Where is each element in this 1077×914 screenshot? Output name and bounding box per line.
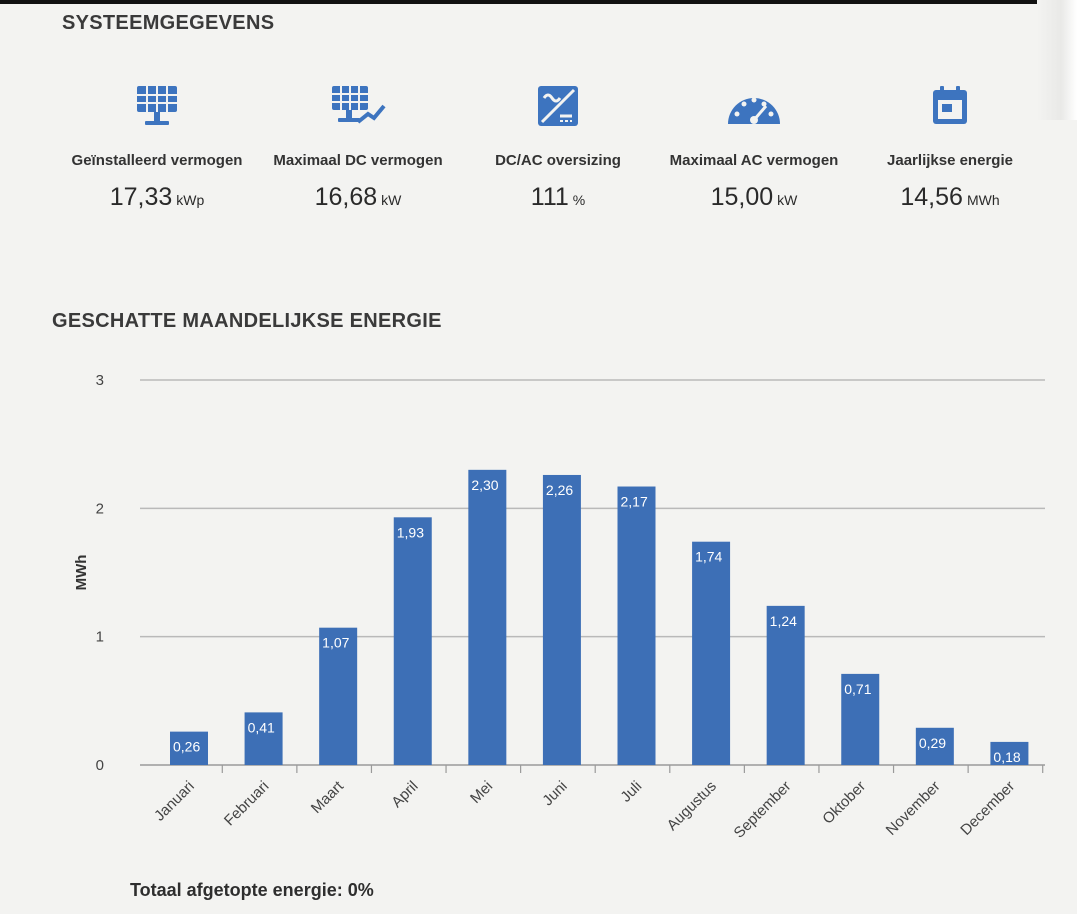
stat-label: DC/AC oversizing <box>495 152 621 169</box>
curtailed-energy-note: Totaal afgetopte energie: 0% <box>130 880 374 900</box>
stat-dc-ac-oversizing: DC/AC oversizing 111% <box>458 80 658 212</box>
stat-value: 15,00 kW <box>710 183 798 211</box>
page-corner <box>1037 0 1077 120</box>
bar <box>468 469 507 765</box>
bar-value-label: 2,26 <box>546 482 573 498</box>
stat-value: 14,56 MWh <box>900 183 1000 211</box>
stat-max-ac-power: Maximaal AC vermogen 15,00 kW <box>654 80 854 212</box>
x-tick-label: November <box>883 778 944 839</box>
bar-value-label: 1,74 <box>695 549 722 565</box>
bar <box>990 741 1029 765</box>
x-tick-label: April <box>388 778 421 811</box>
bar <box>170 731 208 765</box>
bar-value-label: 0,41 <box>248 719 275 735</box>
y-tick-label: 2 <box>96 500 104 517</box>
gauge-icon <box>654 80 854 128</box>
x-tick-label: Maart <box>308 777 348 817</box>
calendar-icon <box>850 80 1050 128</box>
solar-panel-chart-icon <box>258 80 458 128</box>
bar-value-label: 0,29 <box>919 735 946 751</box>
x-tick-label: Juli <box>617 778 645 806</box>
y-axis-label: MWh <box>73 555 90 591</box>
stat-label: Maximaal AC vermogen <box>669 152 839 169</box>
y-tick-label: 1 <box>96 629 104 646</box>
bar <box>393 517 432 765</box>
stat-installed-power: Geïnstalleerd vermogen 17,33 kWp <box>57 80 257 212</box>
top-edge <box>0 0 1077 4</box>
stat-label: Maximaal DC vermogen <box>273 152 443 169</box>
chart-title: GESCHATTE MAANDELIJKSE ENERGIE <box>52 310 442 332</box>
x-tick-label: September <box>731 778 795 842</box>
stat-max-dc-power: Maximaal DC vermogen 16,68 kW <box>258 80 458 212</box>
stat-label: Jaarlijkse energie <box>887 152 1013 169</box>
bar-value-label: 1,93 <box>397 524 424 540</box>
stat-value: 111% <box>530 183 586 211</box>
bar <box>542 474 581 765</box>
stat-value: 16,68 kW <box>314 183 402 211</box>
bar <box>915 727 954 765</box>
x-tick-label: Januari <box>151 778 198 825</box>
x-tick-label: Oktober <box>819 778 869 828</box>
x-tick-label: Mei <box>467 778 496 807</box>
x-tick-label: December <box>957 778 1018 839</box>
stat-annual-energy: Jaarlijkse energie 14,56 MWh <box>850 80 1050 212</box>
stat-value: 17,33 kWp <box>109 183 205 211</box>
bar <box>766 605 805 765</box>
bar-value-label: 1,07 <box>322 635 349 651</box>
bar-value-label: 0,18 <box>993 749 1020 765</box>
bar <box>244 712 283 765</box>
x-tick-label: Augustus <box>664 778 720 834</box>
bar-value-label: 1,24 <box>770 613 797 629</box>
bar <box>841 673 880 765</box>
bar-value-label: 2,30 <box>471 477 498 493</box>
bar <box>617 486 656 765</box>
system-data-title: SYSTEEMGEGEVENS <box>62 12 275 34</box>
system-stats: Geïnstalleerd vermogen 17,33 kWp Maximaal… <box>0 80 1077 240</box>
solar-panel-icon <box>57 80 257 128</box>
x-tick-label: Februari <box>221 778 273 830</box>
bar <box>319 627 358 765</box>
y-tick-label: 3 <box>96 372 104 389</box>
dc-ac-icon <box>458 80 658 128</box>
bar-value-label: 0,71 <box>844 681 871 697</box>
monthly-energy-chart: 0 1 2 3 MWh 0,26 Januari 0,41 Februari 1,07 Maart 1… <box>73 372 1045 842</box>
bar-value-label: 0,26 <box>173 739 200 755</box>
stat-label: Geïnstalleerd vermogen <box>71 152 243 169</box>
bar <box>692 541 731 765</box>
bar-value-label: 2,17 <box>621 494 648 510</box>
y-tick-label: 0 <box>96 757 104 774</box>
x-tick-label: Juni <box>539 778 570 809</box>
